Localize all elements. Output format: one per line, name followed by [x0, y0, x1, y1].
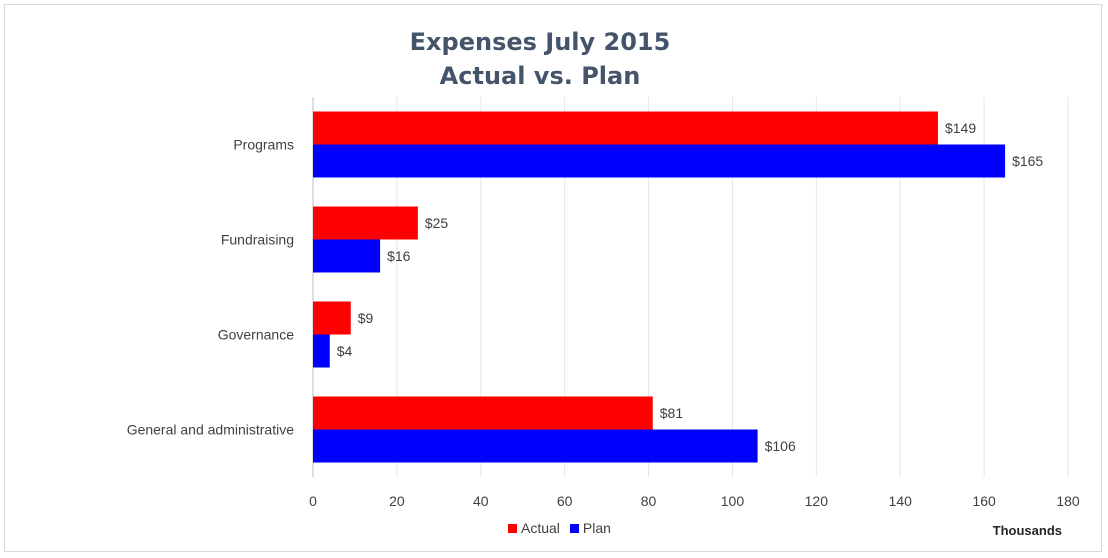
x-tick-label: 120: [805, 493, 829, 509]
legend-item-plan: Plan: [569, 520, 611, 536]
chart-title: Expenses July 2015: [409, 28, 671, 56]
axis-unit-label: Thousands: [993, 523, 1062, 538]
data-label: $4: [337, 343, 353, 359]
x-tick-label: 100: [721, 493, 745, 509]
category-label: General and administrative: [127, 422, 295, 438]
x-tick-label: 20: [389, 493, 405, 509]
bar-actual: [313, 111, 938, 145]
bar-actual: [313, 301, 351, 335]
bar-plan: [313, 334, 330, 368]
bar-plan: [313, 429, 758, 463]
x-tick-label: 0: [309, 493, 317, 509]
x-tick-label: 160: [972, 493, 996, 509]
bar-plan: [313, 239, 381, 273]
data-label: $106: [765, 438, 796, 454]
data-label: $149: [945, 120, 976, 136]
chart-subtitle: Actual vs. Plan: [439, 62, 641, 90]
legend-label-actual: Actual: [521, 520, 560, 536]
data-label: $165: [1012, 153, 1043, 169]
x-tick-label: 80: [641, 493, 657, 509]
category-label: Governance: [218, 327, 294, 343]
data-label: $81: [660, 405, 684, 421]
bar-actual: [313, 206, 418, 240]
data-label: $16: [387, 248, 411, 264]
legend-swatch-plan: [569, 523, 579, 533]
x-tick-label: 60: [557, 493, 573, 509]
x-tick-label: 180: [1056, 493, 1080, 509]
x-tick-label: 40: [473, 493, 489, 509]
bar-plan: [313, 144, 1006, 178]
data-label: $25: [425, 215, 449, 231]
category-label: Fundraising: [221, 232, 294, 248]
bar-actual: [313, 396, 653, 430]
legend-item-actual: Actual: [508, 520, 560, 536]
legend-label-plan: Plan: [582, 520, 611, 536]
category-label: Programs: [233, 137, 294, 153]
legend-swatch-actual: [508, 523, 517, 533]
legend: Actual Plan: [508, 520, 621, 536]
data-label: $9: [358, 310, 374, 326]
chart-frame: [4, 4, 1102, 552]
x-tick-label: 140: [889, 493, 913, 509]
